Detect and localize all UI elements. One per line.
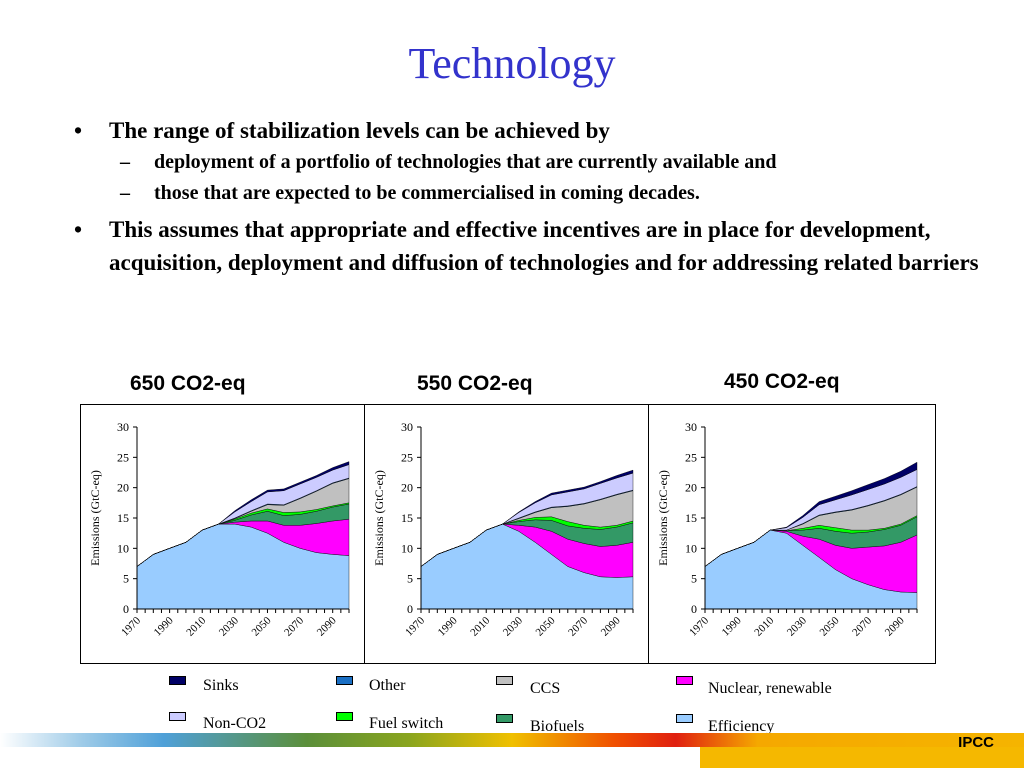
bullet-mark: • [74, 217, 83, 242]
x-tick-label: 2010 [468, 614, 492, 638]
area-sinks [136, 461, 350, 567]
x-tick-label: 1990 [152, 614, 176, 638]
y-tick-label: 0 [407, 602, 413, 616]
y-tick-label: 30 [117, 420, 129, 434]
legend-label-fuel-switch: Fuel switch [369, 715, 444, 732]
chart-550: 0 5 10 15 20 25 30 1970 1990 2010 2030 2050 2070 2090… [364, 404, 652, 664]
sub-bullet-text: those that are expected to be commercial… [154, 182, 700, 204]
chart-650-svg: 0 5 10 15 20 25 30 1970 1990 2010 2030 2050 2070 2090… [88, 420, 350, 639]
y-tick-label: 10 [685, 541, 697, 555]
legend-label-non-co2: Non-CO2 [203, 715, 267, 732]
y-tick-label: 20 [401, 481, 413, 495]
x-tick-label: 2070 [282, 614, 306, 638]
x-tick-label: 2090 [599, 614, 623, 638]
y-tick-label: 5 [691, 572, 697, 586]
chart-title-450: 450 CO2-eq [724, 370, 840, 393]
x-tick-label: 1970 [119, 614, 143, 638]
slide-title: Technology [408, 39, 616, 88]
legend-swatch-nuclear-renewable [676, 676, 693, 685]
x-tick-label: 2050 [250, 614, 274, 638]
sub-bullet-mark: – [120, 182, 130, 204]
sub-bullet-mark: – [120, 151, 130, 173]
x-tick-label: 2030 [785, 614, 809, 638]
y-tick-label: 20 [117, 481, 129, 495]
x-tick-label: 1990 [436, 614, 460, 638]
bullet-item: • The range of stabilization levels can … [74, 114, 994, 147]
y-tick-label: 15 [685, 511, 697, 525]
legend-swatch-sinks [169, 676, 186, 685]
bullet-text: This assumes that appropriate and effect… [109, 217, 979, 275]
y-axis-label: Emissions (GtC-eq) [372, 470, 386, 566]
x-tick-label: 1970 [403, 614, 427, 638]
legend-label-biofuels: Biofuels [530, 718, 585, 735]
y-axis-label: Emissions (GtC-eq) [88, 470, 102, 566]
legend-label-ccs: CCS [530, 680, 561, 697]
legend-label-sinks: Sinks [203, 677, 239, 694]
legend-label-other: Other [369, 677, 406, 694]
y-tick-label: 30 [401, 420, 413, 434]
x-tick-label: 1990 [720, 614, 744, 638]
area-sinks [420, 469, 634, 567]
bullet-text: The range of stabilization levels can be… [109, 118, 610, 143]
y-tick-label: 0 [691, 602, 697, 616]
y-tick-label: 10 [401, 541, 413, 555]
y-axis-label: Emissions (GtC-eq) [656, 470, 670, 566]
legend-label-efficiency: Efficiency [708, 718, 775, 735]
y-tick-label: 5 [407, 572, 413, 586]
y-tick-label: 20 [685, 481, 697, 495]
sub-bullet-item: – deployment of a portfolio of technolog… [74, 147, 994, 178]
bullet-mark: • [74, 118, 83, 143]
y-tick-label: 15 [401, 511, 413, 525]
footer-bar [700, 747, 1024, 768]
bullet-item: • This assumes that appropriate and effe… [74, 213, 994, 279]
y-tick-label: 5 [123, 572, 129, 586]
y-tick-label: 25 [117, 450, 129, 464]
legend-swatch-ccs [496, 676, 513, 685]
footer-color-strip [0, 733, 1024, 747]
x-tick-label: 2070 [566, 614, 590, 638]
x-tick-label: 2090 [883, 614, 907, 638]
y-tick-label: 10 [117, 541, 129, 555]
legend-swatch-fuel-switch [336, 712, 353, 721]
chart-450-svg: 0 5 10 15 20 25 30 1970 1990 2010 2030 2050 2070 2090… [656, 420, 918, 639]
chart-650: 0 5 10 15 20 25 30 1970 1990 2010 2030 2050 2070 2090… [80, 404, 368, 664]
x-tick-label: 2010 [184, 614, 208, 638]
y-tick-label: 15 [117, 511, 129, 525]
chart-title-550: 550 CO2-eq [417, 372, 533, 395]
x-tick-label: 2030 [501, 614, 525, 638]
chart-title-650: 650 CO2-eq [130, 372, 246, 395]
x-tick-label: 1970 [687, 614, 711, 638]
y-tick-label: 30 [685, 420, 697, 434]
x-tick-label: 2070 [850, 614, 874, 638]
sub-bullet-item: – those that are expected to be commerci… [74, 178, 994, 209]
chart-450: 0 5 10 15 20 25 30 1970 1990 2010 2030 2050 2070 2090… [648, 404, 936, 664]
chart-550-svg: 0 5 10 15 20 25 30 1970 1990 2010 2030 2050 2070 2090… [372, 420, 634, 639]
x-tick-label: 2030 [217, 614, 241, 638]
sub-bullet-text: deployment of a portfolio of technologie… [154, 151, 777, 173]
legend-swatch-biofuels [496, 714, 513, 723]
x-tick-label: 2010 [752, 614, 776, 638]
legend-label-nuclear-renewable: Nuclear, renewable [708, 680, 832, 697]
y-tick-label: 0 [123, 602, 129, 616]
bullet-list: • The range of stabilization levels can … [74, 114, 994, 279]
area-sinks [704, 461, 918, 567]
x-tick-label: 2050 [818, 614, 842, 638]
x-tick-label: 2050 [534, 614, 558, 638]
legend-swatch-non-co2 [169, 712, 186, 721]
y-tick-label: 25 [401, 450, 413, 464]
ipcc-logo: IPCC [958, 734, 994, 751]
x-tick-label: 2090 [315, 614, 339, 638]
legend-swatch-other [336, 676, 353, 685]
legend-swatch-efficiency [676, 714, 693, 723]
y-tick-label: 25 [685, 450, 697, 464]
